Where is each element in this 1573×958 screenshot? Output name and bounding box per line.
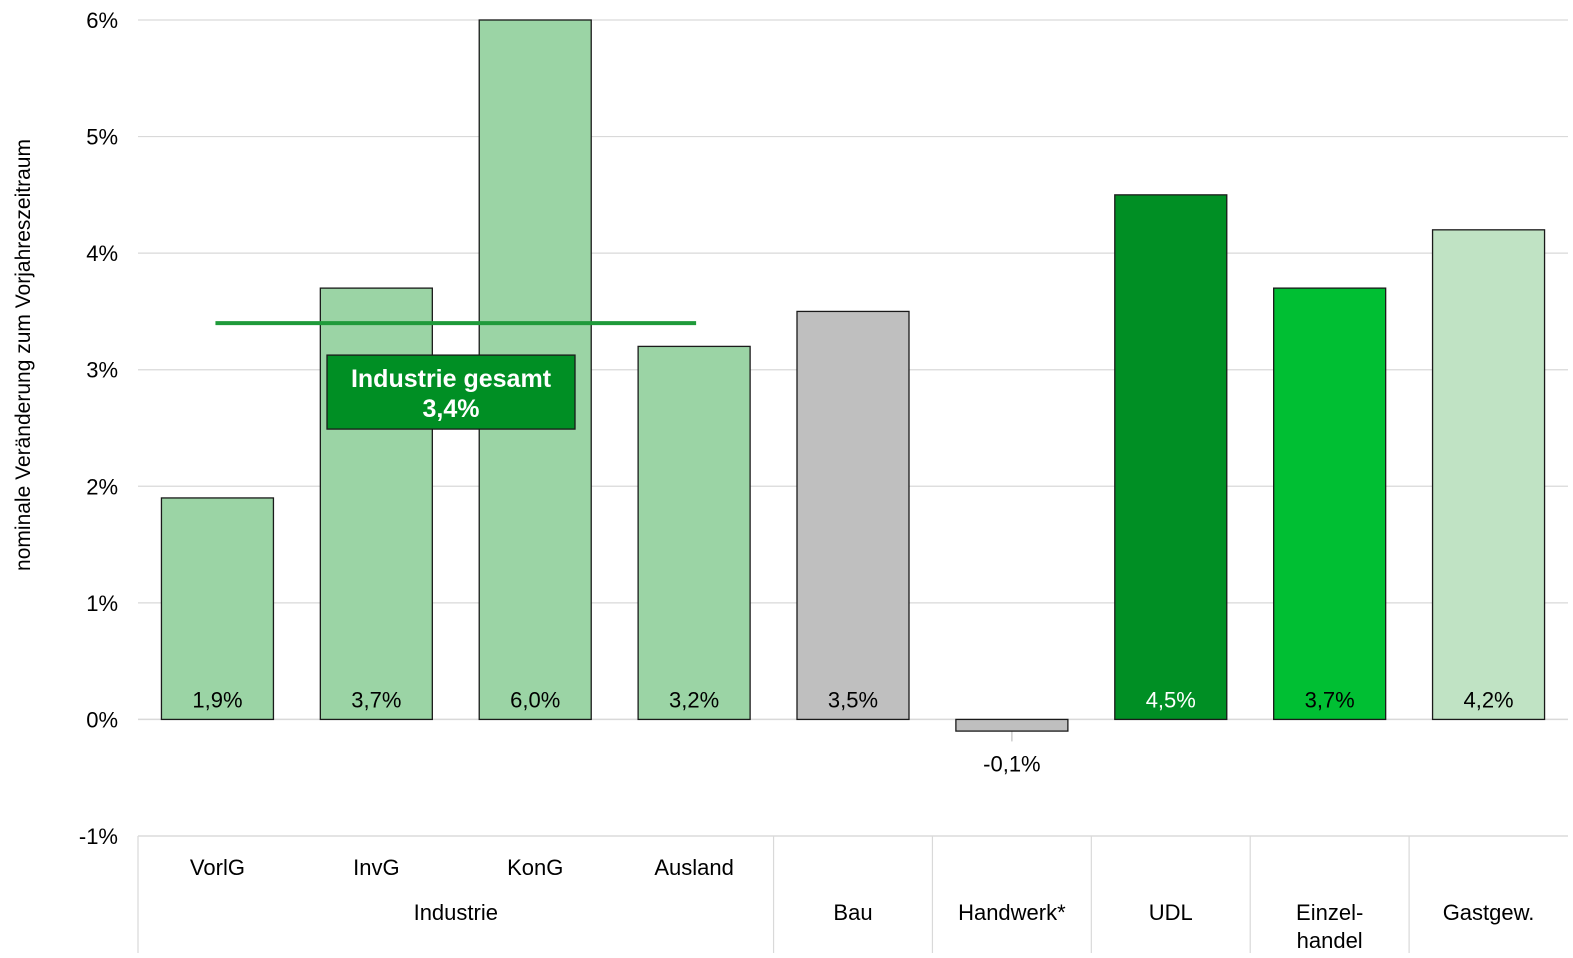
bars xyxy=(160,19,1546,732)
y-tick-label: 0% xyxy=(86,707,118,732)
bar xyxy=(1273,287,1387,721)
reference-label-value: 3,4% xyxy=(423,395,480,423)
bar-value-label: 4,2% xyxy=(1463,687,1513,712)
y-tick-label: 5% xyxy=(86,125,118,150)
y-tick-label: 1% xyxy=(86,591,118,616)
group-label: Einzel- xyxy=(1296,900,1363,925)
bar xyxy=(796,310,910,721)
category-label: Ausland xyxy=(654,855,734,880)
bar-value-label: -0,1% xyxy=(983,751,1040,776)
group-label: Gastgew. xyxy=(1443,900,1535,925)
category-label: VorlG xyxy=(190,855,245,880)
group-label-line2: handel xyxy=(1297,928,1363,953)
bar-value-label: 1,9% xyxy=(192,687,242,712)
y-axis: -1% 0% 1% 2% 3% 4% 5% 6% xyxy=(79,8,1568,849)
group-label: UDL xyxy=(1149,900,1193,925)
y-tick-label: 2% xyxy=(86,474,118,499)
category-label: InvG xyxy=(353,855,399,880)
bar xyxy=(160,497,275,721)
bar-value-label: 3,2% xyxy=(669,687,719,712)
bar-value-label: 3,5% xyxy=(828,687,878,712)
y-tick-label: 6% xyxy=(86,8,118,33)
data-labels: 1,9% 3,7% 6,0% 3,2% 3,5% -0,1% 4,5% 3,7% 4,2% xyxy=(192,687,1513,776)
bar xyxy=(1431,229,1546,721)
group-label: Industrie xyxy=(414,900,498,925)
bar-value-label: 3,7% xyxy=(351,687,401,712)
y-tick-label: -1% xyxy=(79,824,118,849)
category-label: KonG xyxy=(507,855,563,880)
reference-label-title: Industrie gesamt xyxy=(351,365,552,393)
group-label: Bau xyxy=(833,900,872,925)
bar-value-label: 6,0% xyxy=(510,687,560,712)
y-tick-label: 4% xyxy=(86,241,118,266)
group-label: Handwerk* xyxy=(958,900,1066,925)
bar xyxy=(955,718,1069,732)
bar-value-label: 4,5% xyxy=(1146,687,1196,712)
bar xyxy=(319,287,433,721)
bar xyxy=(637,345,751,721)
reference-label-box xyxy=(326,354,576,430)
x-axis-table: VorlG InvG KonG Ausland Industrie Bau Handwerk… xyxy=(137,835,1568,953)
bar xyxy=(1114,194,1228,721)
y-tick-label: 3% xyxy=(86,358,118,383)
y-axis-title: nominale Veränderung zum Vorjahreszeitra… xyxy=(12,139,35,571)
bar-value-label: 3,7% xyxy=(1305,687,1355,712)
